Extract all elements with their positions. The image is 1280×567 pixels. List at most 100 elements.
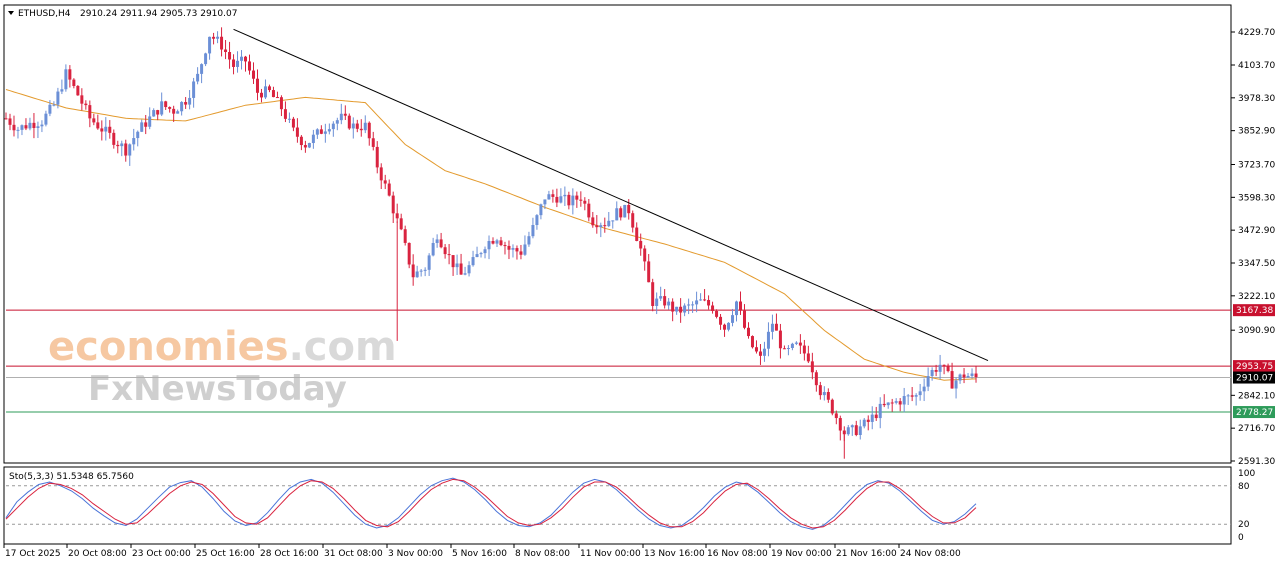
- candles-layer: [4, 27, 978, 459]
- candle-body: [707, 299, 711, 306]
- dropdown-triangle-icon[interactable]: [8, 11, 14, 15]
- candle-body: [810, 361, 814, 373]
- y-tick-label: 3222.10: [1238, 292, 1275, 302]
- watermark: economies.com FxNewsToday: [48, 324, 397, 409]
- candle-body: [874, 414, 878, 419]
- candle-body: [782, 348, 786, 350]
- candle-body: [96, 122, 100, 129]
- candle-body: [351, 123, 355, 129]
- candle-body: [479, 253, 483, 255]
- candle-body: [806, 353, 810, 362]
- candle-body: [495, 240, 499, 244]
- candle-body: [830, 399, 834, 414]
- candle-body: [866, 419, 870, 422]
- trendline[interactable]: [233, 28, 989, 361]
- candle-body: [786, 347, 790, 349]
- candle-body: [663, 296, 667, 306]
- candle-body: [886, 402, 890, 406]
- candle-body: [315, 129, 319, 135]
- stoch-y-tick-label: 100: [1238, 469, 1255, 479]
- level-tag-label: 2778.27: [1236, 408, 1273, 418]
- candle-body: [160, 101, 164, 115]
- candle-body: [359, 128, 363, 131]
- candle-body: [890, 402, 894, 404]
- candle-body: [583, 200, 587, 204]
- candle-body: [627, 204, 631, 214]
- candle-body: [599, 225, 603, 228]
- watermark-line2: FxNewsToday: [88, 369, 347, 409]
- y-tick-label: 3978.30: [1238, 94, 1275, 104]
- candle-body: [116, 144, 120, 147]
- candle-body: [798, 342, 802, 346]
- candle-body: [64, 69, 68, 90]
- candle-body: [24, 125, 28, 129]
- stoch-panel-frame: [3, 466, 1232, 545]
- candle-body: [750, 336, 754, 348]
- candle-body: [647, 261, 651, 283]
- candle-body: [20, 125, 24, 130]
- candle-body: [427, 255, 431, 270]
- candle-body: [870, 414, 874, 422]
- candle-body: [56, 91, 60, 105]
- candle-body: [655, 298, 659, 306]
- candle-body: [970, 373, 974, 376]
- candle-body: [579, 199, 583, 201]
- x-tick-label: 28 Oct 16:00: [260, 549, 319, 559]
- candle-body: [499, 240, 503, 246]
- y-tick-label: 3852.90: [1238, 127, 1275, 137]
- trendline-layer[interactable]: [233, 28, 989, 361]
- candle-body: [228, 52, 232, 60]
- candle-body: [148, 116, 152, 127]
- candle-body: [108, 126, 112, 133]
- candle-body: [152, 110, 156, 117]
- candle-body: [112, 132, 116, 145]
- x-tick-label: 17 Oct 2025: [5, 549, 61, 559]
- candle-body: [623, 204, 627, 218]
- candle-body: [303, 145, 307, 148]
- candle-body: [455, 263, 459, 268]
- y-tick-label: 3723.70: [1238, 160, 1275, 170]
- candle-body: [894, 401, 898, 403]
- levels-layer: [6, 309, 1231, 413]
- candle-body: [954, 380, 958, 389]
- candle-body: [551, 194, 555, 197]
- candle-body: [802, 345, 806, 354]
- candle-body: [531, 225, 535, 237]
- candle-body: [950, 371, 954, 389]
- y-tick-label: 2591.30: [1238, 457, 1275, 467]
- candle-body: [631, 213, 635, 228]
- candle-body: [974, 373, 978, 378]
- candle-body: [878, 403, 882, 419]
- stoch-y-tick-label: 0: [1238, 533, 1244, 543]
- candle-body: [483, 249, 487, 254]
- candle-body: [527, 236, 531, 245]
- candle-body: [52, 104, 56, 106]
- chart-header[interactable]: ETHUSD,H4 2910.24 2911.94 2905.73 2910.0…: [8, 9, 237, 19]
- candle-body: [80, 95, 84, 104]
- candle-body: [379, 167, 383, 181]
- candle-body: [471, 257, 475, 266]
- candle-body: [778, 330, 782, 349]
- candle-body: [754, 347, 758, 352]
- candle-body: [463, 273, 467, 275]
- candle-body: [619, 208, 623, 218]
- candle-body: [555, 196, 559, 203]
- candle-body: [403, 229, 407, 243]
- level-tag-bg: [1233, 406, 1275, 419]
- candle-body: [259, 92, 263, 98]
- candle-body: [491, 241, 495, 244]
- candle-body: [291, 118, 295, 128]
- candle-body: [559, 196, 563, 203]
- candle-body: [862, 419, 866, 427]
- candle-body: [858, 426, 862, 436]
- candle-body: [251, 70, 255, 79]
- candle-body: [76, 85, 80, 96]
- candle-body: [535, 215, 539, 226]
- candle-body: [275, 97, 279, 99]
- candle-body: [727, 322, 731, 330]
- candle-body: [475, 254, 479, 258]
- candle-body: [283, 109, 287, 119]
- candle-body: [196, 73, 200, 82]
- candle-body: [683, 305, 687, 313]
